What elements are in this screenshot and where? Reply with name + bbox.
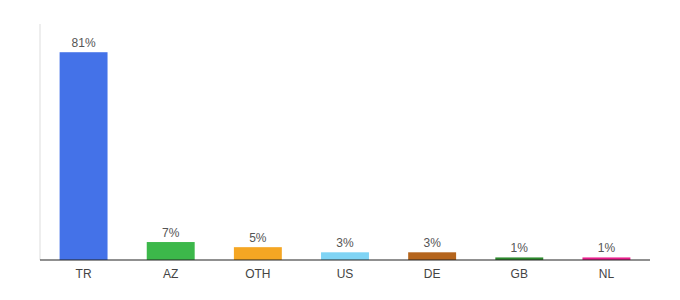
bar bbox=[147, 242, 195, 260]
data-label: 3% bbox=[336, 236, 354, 250]
x-tick-label: TR bbox=[76, 267, 92, 281]
bar bbox=[408, 252, 456, 260]
x-axis-line bbox=[40, 259, 650, 260]
data-label: 7% bbox=[162, 226, 180, 240]
data-label: 1% bbox=[598, 241, 616, 255]
bar bbox=[60, 52, 108, 260]
bar bbox=[234, 247, 282, 260]
x-tick-label: AZ bbox=[163, 267, 178, 281]
data-label: 1% bbox=[511, 241, 529, 255]
bar bbox=[321, 252, 369, 260]
data-label: 5% bbox=[249, 231, 267, 245]
data-label: 81% bbox=[72, 36, 96, 50]
bars bbox=[60, 52, 631, 260]
chart: 81% 7% 5% 3% 3% 1% 1% TR AZ OTH US DE GB NL bbox=[0, 0, 680, 300]
x-tick-label: DE bbox=[424, 267, 441, 281]
x-tick-label: GB bbox=[511, 267, 528, 281]
data-label: 3% bbox=[423, 236, 441, 250]
x-tick-label: US bbox=[337, 267, 354, 281]
value-range-line bbox=[40, 24, 41, 260]
x-tick-label: OTH bbox=[245, 267, 270, 281]
chart-container: 81% 7% 5% 3% 3% 1% 1% TR AZ OTH US DE GB NL bbox=[0, 0, 680, 300]
x-tick-label: NL bbox=[599, 267, 615, 281]
